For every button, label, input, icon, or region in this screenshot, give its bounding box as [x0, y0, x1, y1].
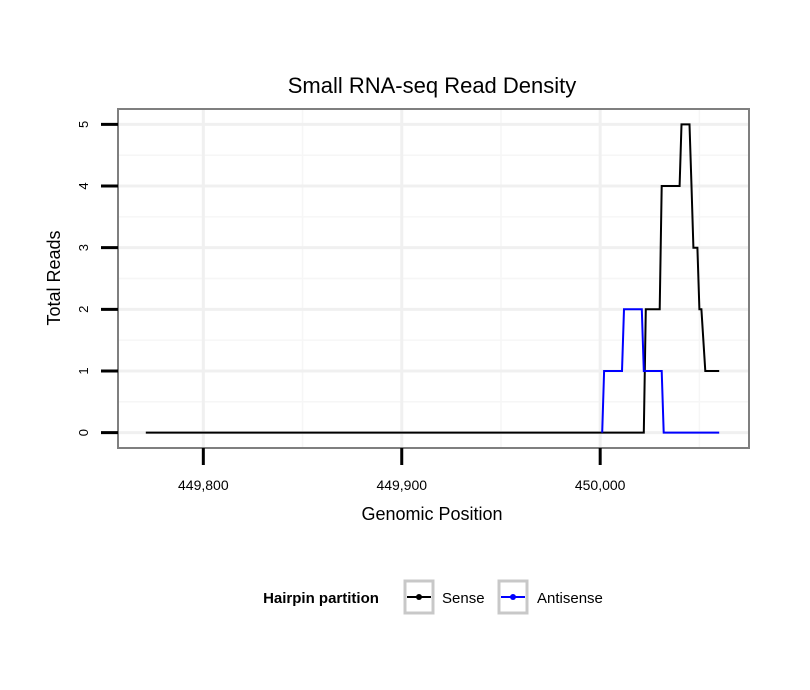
legend: Hairpin partition Sense Antisense: [263, 579, 603, 615]
y-tick-label: 2: [76, 306, 91, 313]
x-tick-label: 449,900: [376, 477, 427, 493]
plot-panel-border: [117, 108, 750, 449]
axes: 449,800 449,900 450,000 0 1 2 3 4 5: [76, 121, 626, 493]
y-tick-label: 4: [76, 182, 91, 189]
y-tick-label: 0: [76, 429, 91, 436]
grid: [118, 109, 749, 448]
legend-dot-antisense: [510, 594, 516, 600]
x-tick-label: 450,000: [575, 477, 626, 493]
legend-title: Hairpin partition: [263, 590, 379, 607]
x-axis-label: Genomic Position: [361, 504, 502, 524]
y-tick-label: 1: [76, 367, 91, 374]
x-tick-label: 449,800: [178, 477, 229, 493]
legend-dot-sense: [416, 594, 422, 600]
series-line-sense: [145, 123, 720, 434]
legend-label-antisense: Antisense: [537, 590, 603, 607]
series-lines: [145, 123, 720, 434]
chart-title: Small RNA-seq Read Density: [288, 73, 577, 98]
y-tick-label: 5: [76, 121, 91, 128]
series-line-antisense: [601, 308, 720, 434]
y-tick-label: 3: [76, 244, 91, 251]
legend-label-sense: Sense: [442, 590, 485, 607]
y-axis-label: Total Reads: [44, 230, 64, 325]
